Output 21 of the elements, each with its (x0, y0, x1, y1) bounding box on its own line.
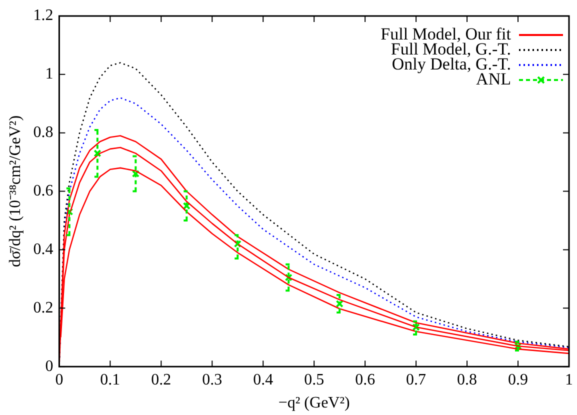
y-tick-label: 0.2 (33, 299, 54, 316)
legend-label: ANL (476, 69, 511, 88)
x-tick-label: 0.1 (100, 371, 120, 388)
y-tick-label: 1.2 (33, 7, 54, 24)
x-tick-label: 0.7 (406, 371, 426, 388)
y-tick-label: 1 (45, 66, 54, 83)
legend-label: Full Model, Our fit (380, 24, 512, 44)
y-axis-title: dσ̄/dq² (10⁻³⁸cm²/GeV²) (6, 115, 24, 268)
y-tick-label: 0.8 (33, 124, 54, 142)
x-tick-label: 0.9 (508, 371, 528, 388)
x-tick-label: 0.4 (253, 371, 274, 388)
y-tick-label: 0.4 (33, 240, 54, 258)
y-tick-label: 0 (45, 358, 54, 375)
x-tick-label: 0.8 (457, 371, 478, 388)
x-tick-label: 0.2 (151, 371, 172, 388)
x-tick-label: 0.6 (355, 371, 376, 388)
x-tick-label: 0.3 (202, 371, 222, 388)
x-tick-label: 1 (565, 371, 573, 388)
x-tick-label: 0.5 (304, 371, 324, 388)
x-axis-title: −q² (GeV²) (278, 394, 350, 412)
y-tick-label: 0.6 (33, 182, 54, 200)
